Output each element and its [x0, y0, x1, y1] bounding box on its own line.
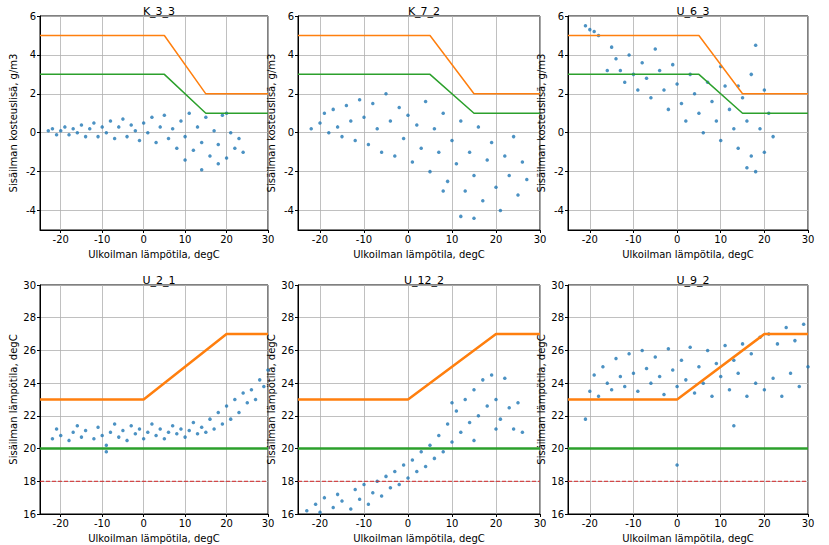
svg-text:Sisäilman kosteuslisä, g/m3: Sisäilman kosteuslisä, g/m3 — [8, 54, 19, 193]
svg-text:-4: -4 — [554, 205, 564, 216]
svg-text:Sisäilman lämpötila, degC: Sisäilman lämpötila, degC — [536, 334, 547, 464]
svg-text:2: 2 — [288, 88, 294, 99]
svg-text:-20: -20 — [53, 234, 69, 245]
svg-text:18: 18 — [551, 476, 564, 487]
svg-text:22: 22 — [551, 410, 564, 421]
svg-text:K_7_2: K_7_2 — [408, 5, 440, 18]
svg-text:24: 24 — [551, 378, 564, 389]
svg-text:K_3_3: K_3_3 — [143, 5, 175, 18]
svg-text:18: 18 — [281, 476, 294, 487]
svg-text:20: 20 — [551, 443, 564, 454]
svg-text:22: 22 — [281, 410, 294, 421]
svg-text:6: 6 — [288, 11, 294, 22]
svg-text:26: 26 — [23, 345, 36, 356]
svg-text:20: 20 — [758, 518, 771, 529]
svg-text:20: 20 — [220, 518, 233, 529]
svg-text:0: 0 — [674, 234, 680, 245]
svg-text:30: 30 — [534, 234, 547, 245]
svg-text:10: 10 — [446, 518, 459, 529]
svg-text:U_9_2: U_9_2 — [676, 274, 709, 287]
svg-text:10: 10 — [179, 518, 192, 529]
svg-text:30: 30 — [802, 518, 815, 529]
svg-text:0: 0 — [30, 127, 36, 138]
svg-text:16: 16 — [23, 509, 36, 520]
svg-text:28: 28 — [281, 312, 294, 323]
svg-text:0: 0 — [405, 518, 411, 529]
svg-text:30: 30 — [534, 518, 547, 529]
svg-text:4: 4 — [288, 49, 294, 60]
svg-text:0: 0 — [140, 518, 146, 529]
svg-text:20: 20 — [220, 234, 233, 245]
svg-text:10: 10 — [179, 234, 192, 245]
svg-text:-2: -2 — [26, 166, 36, 177]
svg-text:20: 20 — [758, 234, 771, 245]
svg-text:0: 0 — [405, 234, 411, 245]
svg-text:-20: -20 — [53, 518, 69, 529]
svg-text:-2: -2 — [284, 166, 294, 177]
svg-text:20: 20 — [490, 234, 503, 245]
svg-text:Ulkoilman lämpötila, degC: Ulkoilman lämpötila, degC — [622, 249, 754, 260]
svg-text:28: 28 — [551, 312, 564, 323]
svg-text:26: 26 — [281, 345, 294, 356]
svg-text:-10: -10 — [94, 234, 110, 245]
svg-text:-10: -10 — [94, 518, 110, 529]
svg-text:U_6_3: U_6_3 — [676, 5, 709, 18]
svg-text:-10: -10 — [356, 234, 372, 245]
svg-text:4: 4 — [30, 49, 36, 60]
svg-text:0: 0 — [674, 518, 680, 529]
svg-text:Sisäilman kosteuslisä, g/m3: Sisäilman kosteuslisä, g/m3 — [536, 54, 547, 193]
svg-text:30: 30 — [281, 280, 294, 291]
svg-text:30: 30 — [23, 280, 36, 291]
svg-text:-4: -4 — [26, 205, 36, 216]
svg-text:Sisäilman lämpötila, degC: Sisäilman lämpötila, degC — [8, 334, 19, 464]
svg-text:U_12_2: U_12_2 — [404, 274, 444, 287]
svg-text:0: 0 — [140, 234, 146, 245]
svg-text:6: 6 — [30, 11, 36, 22]
svg-text:20: 20 — [23, 443, 36, 454]
svg-text:Ulkoilman lämpötila, degC: Ulkoilman lämpötila, degC — [353, 249, 485, 260]
svg-text:-20: -20 — [582, 234, 598, 245]
svg-text:10: 10 — [446, 234, 459, 245]
svg-text:-10: -10 — [625, 234, 641, 245]
svg-text:6: 6 — [558, 11, 564, 22]
svg-text:Ulkoilman lämpötila, degC: Ulkoilman lämpötila, degC — [88, 533, 220, 544]
svg-text:24: 24 — [23, 378, 36, 389]
svg-text:30: 30 — [262, 234, 275, 245]
svg-text:Ulkoilman lämpötila, degC: Ulkoilman lämpötila, degC — [88, 249, 220, 260]
svg-text:16: 16 — [551, 509, 564, 520]
svg-text:0: 0 — [558, 127, 564, 138]
svg-text:-20: -20 — [312, 234, 328, 245]
svg-text:Sisäilman lämpötila, degC: Sisäilman lämpötila, degC — [266, 334, 277, 464]
svg-text:10: 10 — [714, 518, 727, 529]
svg-text:0: 0 — [288, 127, 294, 138]
svg-text:20: 20 — [490, 518, 503, 529]
svg-text:30: 30 — [802, 234, 815, 245]
svg-text:Ulkoilman lämpötila, degC: Ulkoilman lämpötila, degC — [622, 533, 754, 544]
svg-text:2: 2 — [30, 88, 36, 99]
svg-text:-20: -20 — [582, 518, 598, 529]
svg-text:4: 4 — [558, 49, 564, 60]
svg-text:18: 18 — [23, 476, 36, 487]
svg-text:24: 24 — [281, 378, 294, 389]
svg-text:Sisäilman kosteuslisä, g/m3: Sisäilman kosteuslisä, g/m3 — [266, 54, 277, 193]
svg-text:-4: -4 — [284, 205, 294, 216]
svg-text:-2: -2 — [554, 166, 564, 177]
svg-text:20: 20 — [281, 443, 294, 454]
svg-text:26: 26 — [551, 345, 564, 356]
svg-text:28: 28 — [23, 312, 36, 323]
svg-text:16: 16 — [281, 509, 294, 520]
svg-text:Ulkoilman lämpötila, degC: Ulkoilman lämpötila, degC — [353, 533, 485, 544]
svg-text:U_2_1: U_2_1 — [142, 274, 175, 287]
svg-text:30: 30 — [262, 518, 275, 529]
svg-text:-10: -10 — [625, 518, 641, 529]
svg-text:-20: -20 — [312, 518, 328, 529]
svg-text:22: 22 — [23, 410, 36, 421]
svg-text:10: 10 — [714, 234, 727, 245]
svg-text:2: 2 — [558, 88, 564, 99]
svg-text:-10: -10 — [356, 518, 372, 529]
svg-text:30: 30 — [551, 280, 564, 291]
